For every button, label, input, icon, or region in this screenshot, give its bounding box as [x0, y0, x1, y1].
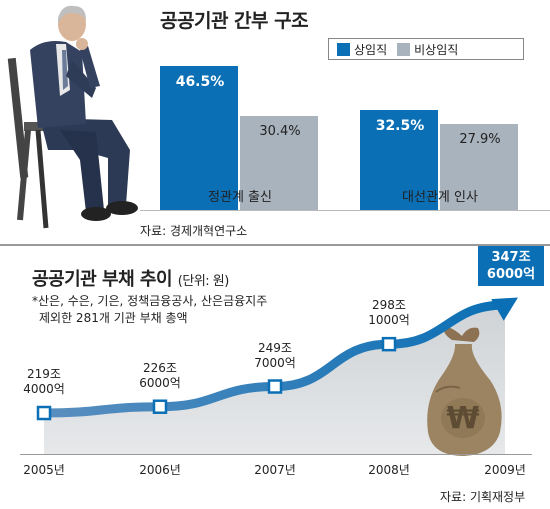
- debt-arrowhead: [491, 297, 518, 321]
- bar-baseline: [140, 210, 550, 211]
- callout-line2: 6000억: [486, 267, 536, 282]
- chart2-title-text: 공공기관 부채 추이: [32, 269, 173, 290]
- bar-nonstanding-0: [240, 116, 318, 210]
- chart1-title: 공공기관 간부 구조: [160, 10, 309, 32]
- bar-value-label: 32.5%: [375, 117, 425, 134]
- debt-point-marker: [36, 405, 52, 421]
- legend-label-standing: 상임직: [354, 42, 388, 57]
- bar-value-label: 46.5%: [175, 74, 225, 91]
- callout-line1: 347조: [491, 250, 531, 265]
- svg-text:₩: ₩: [446, 401, 479, 436]
- bar-standing-1: [360, 109, 438, 210]
- debt-value-label: 219조 4000억: [23, 367, 65, 397]
- bar-chart: 46.5% 30.4% 정관계 출신 32.5% 27.9% 대선관계 인사: [0, 0, 550, 215]
- bar-value-label: 30.4%: [259, 124, 301, 140]
- chart2-title: 공공기관 부채 추이 (단위: 원): [32, 265, 229, 291]
- x-tick-label: 2005년: [23, 463, 65, 477]
- x-tick-label: 2009년: [484, 463, 526, 477]
- debt-point-marker: [152, 399, 168, 414]
- chart1-source: 자료: 경제개혁연구소: [140, 224, 248, 238]
- x-tick-label: 2007년: [254, 463, 296, 477]
- x-tick-label: 2008년: [368, 463, 410, 477]
- chart1-legend: 상임직 비상임직: [328, 38, 524, 60]
- bar-nonstanding-1: [440, 123, 518, 210]
- chart2-unit: (단위: 원): [177, 274, 230, 289]
- money-bag-icon: ₩: [427, 326, 502, 456]
- legend-item-standing: 상임직: [337, 41, 387, 58]
- final-value-callout: 347조 6000억: [478, 246, 544, 286]
- legend-label-nonstanding: 비상임직: [414, 42, 459, 57]
- legend-item-nonstanding: 비상임직: [397, 41, 458, 58]
- bar-category-label: 대선관계 인사: [402, 190, 478, 205]
- legend-swatch-nonstanding: [397, 42, 411, 56]
- x-axis: [20, 454, 532, 455]
- debt-area: [44, 305, 505, 454]
- chart2-note-line1: *산은, 수은, 기은, 정책금융공사, 산은금융지주: [32, 294, 268, 308]
- section-divider: [0, 244, 550, 246]
- debt-point-marker: [267, 379, 283, 394]
- bar-value-label: 27.9%: [459, 131, 501, 147]
- bar-category-label: 정관계 출신: [208, 190, 272, 205]
- businessman-illustration: [7, 5, 138, 229]
- bar-standing-0: [160, 66, 238, 210]
- chart2-note-line2: 제외한 281개 기관 부채 총액: [39, 311, 188, 325]
- debt-value-label: 249조 7000억: [254, 340, 296, 370]
- debt-value-label: 298조 1000억: [368, 298, 410, 328]
- chart2-source: 자료: 기획재정부: [440, 490, 526, 504]
- chart2-note: *산은, 수은, 기은, 정책금융공사, 산은금융지주 제외한 281개 기관 …: [32, 293, 352, 327]
- debt-point-marker: [381, 336, 397, 352]
- x-tick-label: 2006년: [139, 463, 181, 477]
- legend-swatch-standing: [337, 42, 350, 56]
- debt-value-label: 226조 6000억: [139, 360, 181, 390]
